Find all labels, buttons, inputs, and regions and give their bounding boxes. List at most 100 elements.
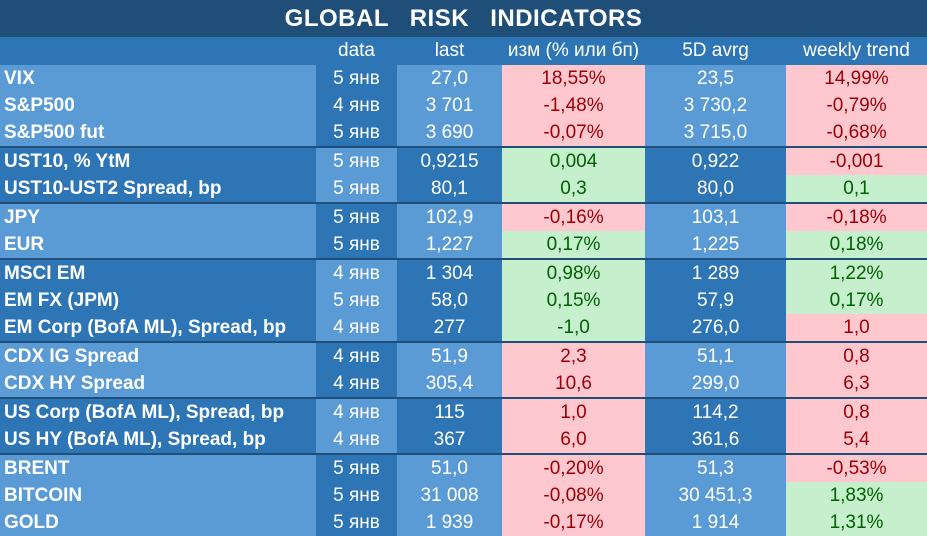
five-day-avg-cell[interactable]: 276,0	[645, 314, 786, 342]
last-value-cell[interactable]: 0,9215	[397, 147, 502, 175]
last-value-cell[interactable]: 115	[397, 398, 502, 426]
date-cell[interactable]: 4 янв	[316, 314, 397, 342]
weekly-trend-cell[interactable]: 1,83%	[786, 482, 927, 509]
weekly-trend-cell[interactable]: 14,99%	[786, 65, 927, 92]
change-cell[interactable]: -1,0	[502, 314, 645, 342]
last-value-cell[interactable]: 1 304	[397, 259, 502, 287]
five-day-avg-cell[interactable]: 1 289	[645, 259, 786, 287]
weekly-trend-cell[interactable]: -0,79%	[786, 92, 927, 119]
indicator-name[interactable]: US Corp (BofA ML), Spread, bp	[0, 398, 316, 426]
date-cell[interactable]: 5 янв	[316, 119, 397, 147]
date-cell[interactable]: 5 янв	[316, 147, 397, 175]
change-cell[interactable]: 0,17%	[502, 231, 645, 259]
indicator-name[interactable]: EUR	[0, 231, 316, 259]
date-cell[interactable]: 4 янв	[316, 342, 397, 370]
five-day-avg-cell[interactable]: 103,1	[645, 203, 786, 231]
five-day-avg-cell[interactable]: 1,225	[645, 231, 786, 259]
weekly-trend-cell[interactable]: 1,22%	[786, 259, 927, 287]
last-value-cell[interactable]: 31 008	[397, 482, 502, 509]
date-cell[interactable]: 5 янв	[316, 482, 397, 509]
indicator-name[interactable]: MSCI EM	[0, 259, 316, 287]
last-value-cell[interactable]: 51,9	[397, 342, 502, 370]
last-value-cell[interactable]: 51,0	[397, 454, 502, 482]
weekly-trend-cell[interactable]: 5,4	[786, 426, 927, 454]
date-cell[interactable]: 4 янв	[316, 92, 397, 119]
five-day-avg-cell[interactable]: 299,0	[645, 370, 786, 398]
five-day-avg-cell[interactable]: 80,0	[645, 175, 786, 203]
indicator-name[interactable]: UST10, % YtM	[0, 147, 316, 175]
last-value-cell[interactable]: 3 690	[397, 119, 502, 147]
change-cell[interactable]: 1,0	[502, 398, 645, 426]
weekly-trend-cell[interactable]: 0,8	[786, 342, 927, 370]
five-day-avg-cell[interactable]: 3 730,2	[645, 92, 786, 119]
date-cell[interactable]: 4 янв	[316, 398, 397, 426]
five-day-avg-cell[interactable]: 361,6	[645, 426, 786, 454]
indicator-name[interactable]: EM FX (JPM)	[0, 287, 316, 314]
change-cell[interactable]: -0,16%	[502, 203, 645, 231]
date-cell[interactable]: 5 янв	[316, 65, 397, 92]
indicator-name[interactable]: BRENT	[0, 454, 316, 482]
last-value-cell[interactable]: 1 939	[397, 509, 502, 536]
change-cell[interactable]: 0,15%	[502, 287, 645, 314]
indicator-name[interactable]: S&P500 fut	[0, 119, 316, 147]
five-day-avg-cell[interactable]: 1 914	[645, 509, 786, 536]
date-cell[interactable]: 5 янв	[316, 203, 397, 231]
last-value-cell[interactable]: 80,1	[397, 175, 502, 203]
weekly-trend-cell[interactable]: -0,53%	[786, 454, 927, 482]
indicator-name[interactable]: EM Corp (BofA ML), Spread, bp	[0, 314, 316, 342]
weekly-trend-cell[interactable]: -0,68%	[786, 119, 927, 147]
indicator-name[interactable]: VIX	[0, 65, 316, 92]
five-day-avg-cell[interactable]: 30 451,3	[645, 482, 786, 509]
weekly-trend-cell[interactable]: 6,3	[786, 370, 927, 398]
weekly-trend-cell[interactable]: -0,001	[786, 147, 927, 175]
five-day-avg-cell[interactable]: 51,1	[645, 342, 786, 370]
date-cell[interactable]: 5 янв	[316, 175, 397, 203]
last-value-cell[interactable]: 3 701	[397, 92, 502, 119]
five-day-avg-cell[interactable]: 3 715,0	[645, 119, 786, 147]
weekly-trend-cell[interactable]: -0,18%	[786, 203, 927, 231]
last-value-cell[interactable]: 58,0	[397, 287, 502, 314]
five-day-avg-cell[interactable]: 114,2	[645, 398, 786, 426]
weekly-trend-cell[interactable]: 0,18%	[786, 231, 927, 259]
change-cell[interactable]: -0,20%	[502, 454, 645, 482]
change-cell[interactable]: 0,004	[502, 147, 645, 175]
change-cell[interactable]: 6,0	[502, 426, 645, 454]
five-day-avg-cell[interactable]: 51,3	[645, 454, 786, 482]
change-cell[interactable]: 10,6	[502, 370, 645, 398]
indicator-name[interactable]: US HY (BofA ML), Spread, bp	[0, 426, 316, 454]
last-value-cell[interactable]: 102,9	[397, 203, 502, 231]
weekly-trend-cell[interactable]: 0,1	[786, 175, 927, 203]
indicator-name[interactable]: S&P500	[0, 92, 316, 119]
change-cell[interactable]: -0,17%	[502, 509, 645, 536]
indicator-name[interactable]: GOLD	[0, 509, 316, 536]
indicator-name[interactable]: UST10-UST2 Spread, bp	[0, 175, 316, 203]
change-cell[interactable]: 18,55%	[502, 65, 645, 92]
date-cell[interactable]: 5 янв	[316, 231, 397, 259]
five-day-avg-cell[interactable]: 0,922	[645, 147, 786, 175]
last-value-cell[interactable]: 27,0	[397, 65, 502, 92]
change-cell[interactable]: -0,08%	[502, 482, 645, 509]
five-day-avg-cell[interactable]: 57,9	[645, 287, 786, 314]
date-cell[interactable]: 5 янв	[316, 287, 397, 314]
indicator-name[interactable]: CDX HY Spread	[0, 370, 316, 398]
date-cell[interactable]: 4 янв	[316, 259, 397, 287]
date-cell[interactable]: 5 янв	[316, 509, 397, 536]
last-value-cell[interactable]: 277	[397, 314, 502, 342]
change-cell[interactable]: -1,48%	[502, 92, 645, 119]
change-cell[interactable]: 0,3	[502, 175, 645, 203]
last-value-cell[interactable]: 1,227	[397, 231, 502, 259]
change-cell[interactable]: -0,07%	[502, 119, 645, 147]
weekly-trend-cell[interactable]: 1,31%	[786, 509, 927, 536]
date-cell[interactable]: 4 янв	[316, 426, 397, 454]
weekly-trend-cell[interactable]: 0,17%	[786, 287, 927, 314]
five-day-avg-cell[interactable]: 23,5	[645, 65, 786, 92]
change-cell[interactable]: 0,98%	[502, 259, 645, 287]
change-cell[interactable]: 2,3	[502, 342, 645, 370]
weekly-trend-cell[interactable]: 1,0	[786, 314, 927, 342]
weekly-trend-cell[interactable]: 0,8	[786, 398, 927, 426]
indicator-name[interactable]: BITCOIN	[0, 482, 316, 509]
indicator-name[interactable]: JPY	[0, 203, 316, 231]
date-cell[interactable]: 5 янв	[316, 454, 397, 482]
date-cell[interactable]: 4 янв	[316, 370, 397, 398]
last-value-cell[interactable]: 367	[397, 426, 502, 454]
